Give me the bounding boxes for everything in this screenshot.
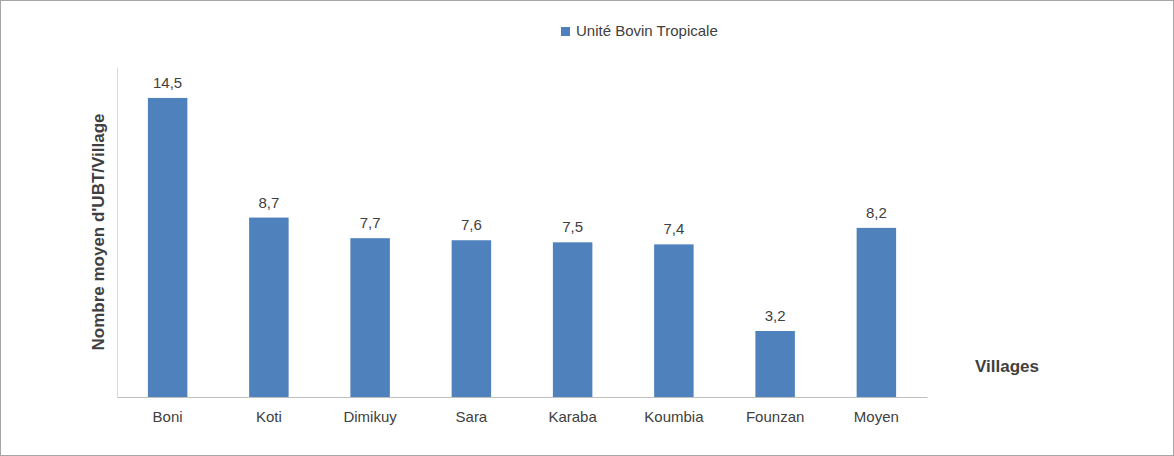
- x-tick-label: Sara: [456, 408, 488, 425]
- data-label: 7,6: [461, 216, 482, 233]
- data-labels: 14,5 8,7 7,7 7,6 7,5 7,4 3,2 8,2: [153, 74, 887, 324]
- chart: 14,5 8,7 7,7 7,6 7,5 7,4 3,2 8,2 Boni Koti Dimikuy…: [0, 0, 1174, 456]
- x-tick: Karaba: [548, 397, 597, 425]
- data-label: 8,7: [258, 194, 279, 211]
- x-tick-label: Moyen: [854, 408, 899, 425]
- x-axis: Boni Koti Dimikuy Sara Karaba Koumbia Founzan M…: [118, 397, 928, 425]
- bar: [452, 240, 491, 397]
- x-tick: Founzan: [746, 397, 804, 425]
- x-tick: Koumbia: [644, 397, 704, 425]
- data-label: 3,2: [765, 307, 786, 324]
- bar: [654, 244, 693, 397]
- y-axis-title: Nombre moyen d'UBT/Village: [89, 113, 108, 350]
- x-axis-line: [118, 397, 928, 398]
- data-label: 7,4: [663, 220, 684, 237]
- y-axis: [117, 68, 118, 398]
- x-tick-label: Koumbia: [644, 408, 704, 425]
- x-tick: Dimikuy: [343, 397, 397, 425]
- data-label: 7,7: [360, 214, 381, 231]
- bar: [553, 242, 592, 397]
- x-tick-label: Boni: [153, 408, 183, 425]
- x-tick: Sara: [456, 397, 488, 425]
- bar: [755, 331, 794, 397]
- bar: [148, 98, 187, 397]
- bar: [249, 218, 288, 397]
- x-axis-title: Villages: [975, 357, 1039, 376]
- x-tick: Moyen: [854, 397, 899, 425]
- y-axis-line: [117, 68, 118, 398]
- legend: Unité Bovin Tropicale: [561, 22, 718, 39]
- legend-label: Unité Bovin Tropicale: [576, 22, 718, 39]
- bars: [148, 98, 896, 397]
- data-label: 7,5: [562, 218, 583, 235]
- x-tick: Boni: [153, 397, 183, 425]
- data-label: 8,2: [866, 204, 887, 221]
- x-tick-label: Dimikuy: [343, 408, 397, 425]
- x-tick: Koti: [256, 397, 282, 425]
- data-label: 14,5: [153, 74, 182, 91]
- bar: [857, 228, 896, 397]
- bar: [350, 238, 389, 397]
- chart-frame: [1, 1, 1174, 456]
- legend-swatch: [561, 27, 570, 36]
- x-tick-label: Karaba: [548, 408, 597, 425]
- x-tick-label: Founzan: [746, 408, 804, 425]
- x-tick-label: Koti: [256, 408, 282, 425]
